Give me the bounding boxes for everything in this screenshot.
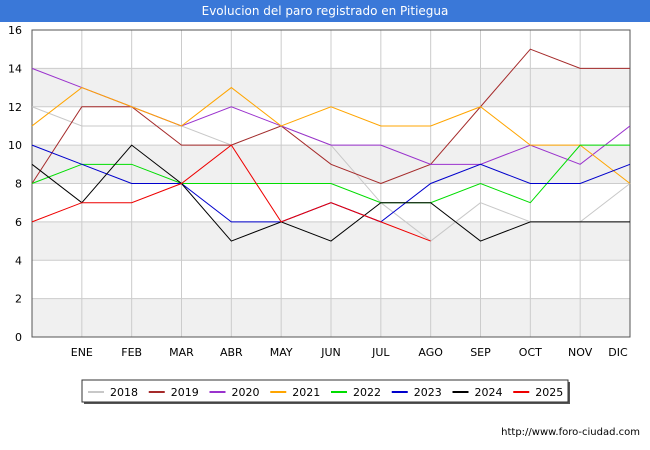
legend-label-2023: 2023 xyxy=(414,386,442,399)
legend-box xyxy=(81,379,569,403)
y-axis-ticks: 0 2 4 6 8 10 12 14 16 xyxy=(8,24,22,344)
x-tick-label: SEP xyxy=(470,346,491,359)
x-tick-label: MAR xyxy=(169,346,194,359)
x-tick-label: JUN xyxy=(320,346,341,359)
y-tick-label: 0 xyxy=(15,331,22,344)
y-tick-label: 8 xyxy=(15,178,22,191)
series-line-2022 xyxy=(31,144,630,204)
x-tick-label: JUL xyxy=(371,346,390,359)
chart-title: Evolucion del paro registrado en Pitiegu… xyxy=(0,0,650,22)
x-tick-label: ABR xyxy=(220,346,243,359)
y-tick-label: 12 xyxy=(8,101,22,114)
y-tick-label: 16 xyxy=(8,24,22,37)
x-tick-label: FEB xyxy=(121,346,142,359)
legend: 2018 2019 2020 2021 2022 2023 2024 2025 xyxy=(81,379,570,404)
legend-label-2018: 2018 xyxy=(110,386,138,399)
x-tick-label: MAY xyxy=(270,346,293,359)
x-tick-label: OCT xyxy=(519,346,542,359)
legend-label-2020: 2020 xyxy=(232,386,260,399)
x-axis-ticks: ENE FEB MAR ABR MAY JUN JUL AGO SEP OCT NOV DIC xyxy=(71,346,628,359)
y-tick-label: 6 xyxy=(15,216,22,229)
legend-label-2019: 2019 xyxy=(171,386,199,399)
x-tick-label: DIC xyxy=(608,346,628,359)
series-line-2021 xyxy=(31,86,631,184)
series-line-2025 xyxy=(31,144,431,242)
legend-label-2025: 2025 xyxy=(535,386,563,399)
credit-link[interactable]: http://www.foro-ciudad.com xyxy=(501,427,640,438)
legend-label-2021: 2021 xyxy=(292,386,320,399)
series-line-2024 xyxy=(31,144,630,242)
x-tick-label: AGO xyxy=(418,346,443,359)
legend-label-2022: 2022 xyxy=(353,386,381,399)
x-tick-label: ENE xyxy=(71,346,93,359)
legend-label-2024: 2024 xyxy=(475,386,503,399)
x-tick-label: NOV xyxy=(568,346,593,359)
y-tick-label: 14 xyxy=(8,62,22,75)
y-tick-label: 2 xyxy=(15,293,22,306)
y-tick-label: 10 xyxy=(8,139,22,152)
y-tick-label: 4 xyxy=(15,254,22,267)
series-lines xyxy=(31,48,631,242)
